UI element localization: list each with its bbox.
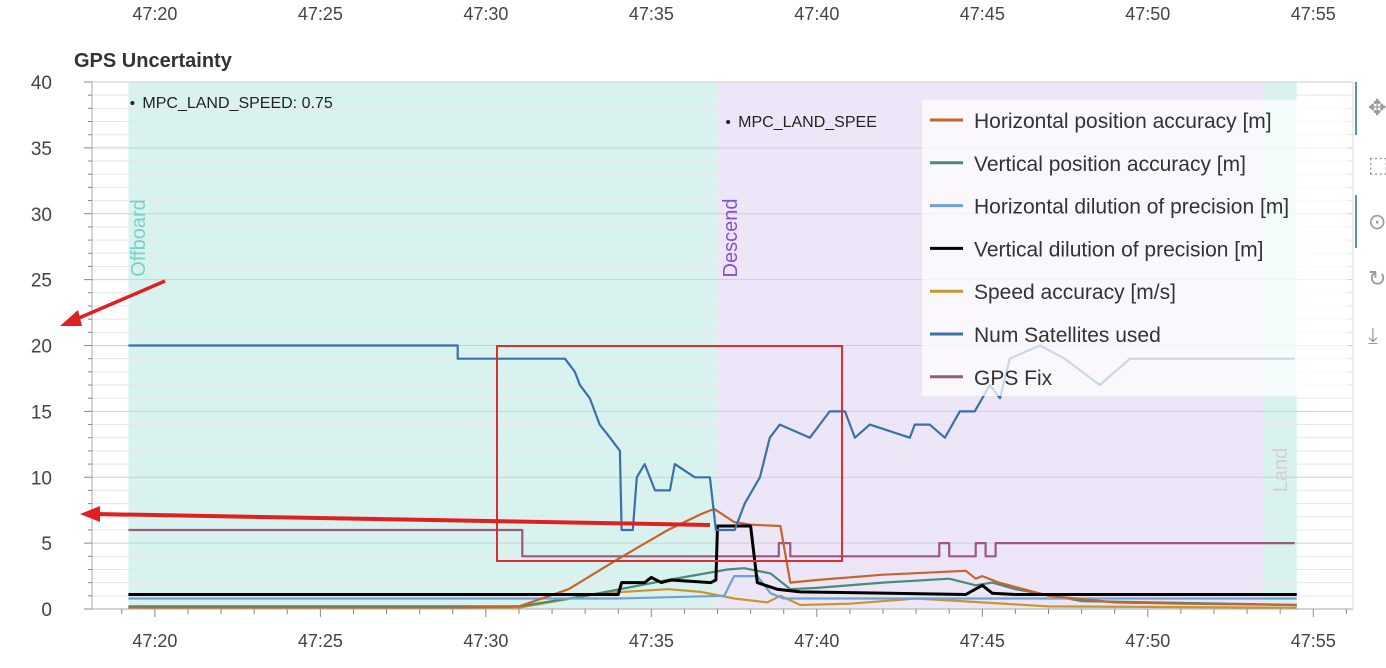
flight-mode-label: Land xyxy=(1270,448,1292,493)
annotation-marker xyxy=(130,101,135,105)
legend-label: Speed accuracy [m/s] xyxy=(974,281,1176,304)
top-x-tick-label: 47:50 xyxy=(1125,4,1170,24)
wheel-zoom-icon[interactable]: ⊙ xyxy=(1368,209,1386,234)
y-tick-label: 35 xyxy=(31,139,52,160)
parameter-annotations: MPC_LAND_SPEED: 0.75 MPC_LAND_SPEE xyxy=(130,95,877,131)
box-zoom-icon[interactable]: ⬚ xyxy=(1368,152,1386,177)
series-line-speed-accuracy-m-s xyxy=(128,588,1297,609)
axes: 0 5 10 15 20 25 30 35 40 47:20 47:25 47:30 47:35 47:4… xyxy=(31,73,1354,651)
chart-title: GPS Uncertainty xyxy=(74,50,233,72)
annotation-marker xyxy=(726,120,731,124)
legend-item[interactable]: Horizontal dilution of precision [m] xyxy=(930,196,1289,219)
top-x-tick-label: 47:40 xyxy=(794,4,839,24)
pan-icon[interactable]: ✥ xyxy=(1368,95,1386,120)
x-tick-label: 47:20 xyxy=(132,631,177,651)
x-tick-label: 47:25 xyxy=(298,631,343,651)
flight-mode-label: Descend xyxy=(720,199,742,278)
y-tick-label: 10 xyxy=(31,468,52,489)
annotation-text: MPC_LAND_SPEE xyxy=(738,114,877,131)
flight-mode-label: Offboard xyxy=(128,199,150,276)
legend-item[interactable]: Vertical dilution of precision [m] xyxy=(930,238,1263,261)
y-tick-label: 5 xyxy=(41,534,52,555)
y-tick-label: 15 xyxy=(31,402,52,423)
x-tick-label: 47:40 xyxy=(794,631,839,651)
series-line-vertical-position-accuracy-m xyxy=(128,567,1297,608)
legend-item[interactable]: Speed accuracy [m/s] xyxy=(930,281,1176,304)
legend-label: Horizontal position accuracy [m] xyxy=(974,110,1272,133)
y-tick-label: 25 xyxy=(31,271,52,292)
x-tick-label: 47:55 xyxy=(1291,631,1336,651)
top-x-tick-label: 47:20 xyxy=(132,4,177,24)
highlight-rectangle xyxy=(496,345,843,562)
legend-label: Num Satellites used xyxy=(974,324,1161,347)
y-tick-label: 20 xyxy=(31,337,52,358)
annotation-text: MPC_LAND_SPEED: 0.75 xyxy=(142,95,332,112)
top-x-tick-label: 47:55 xyxy=(1291,4,1336,24)
legend-item[interactable]: Horizontal position accuracy [m] xyxy=(930,110,1272,133)
y-tick-label: 0 xyxy=(41,600,52,621)
red-arrow-upper xyxy=(60,279,166,326)
legend-label: GPS Fix xyxy=(974,367,1053,390)
legend-label: Vertical position accuracy [m] xyxy=(974,153,1246,176)
top-x-axis: 47:20 47:25 47:30 47:35 47:40 47:45 47:50 47:55 xyxy=(132,4,1335,24)
x-tick-label: 47:30 xyxy=(463,631,508,651)
y-tick-label: 40 xyxy=(31,73,52,94)
top-x-tick-label: 47:35 xyxy=(629,4,674,24)
red-arrow-lower xyxy=(80,506,711,527)
legend-item[interactable]: GPS Fix xyxy=(930,367,1053,390)
legend-label: Horizontal dilution of precision [m] xyxy=(974,196,1289,219)
legend-background xyxy=(922,100,1347,396)
reset-icon[interactable]: ↻ xyxy=(1368,266,1386,291)
legend-item[interactable]: Num Satellites used xyxy=(930,324,1161,347)
toolbar: ✥ ⬚ ⊙ ↻ ⤓ xyxy=(1355,82,1386,348)
series-line-horizontal-position-accuracy-m xyxy=(128,507,1297,609)
series-line-gps-fix xyxy=(128,528,1295,558)
legend-item[interactable]: Vertical position accuracy [m] xyxy=(930,153,1246,176)
series-line-vertical-dilution-of-precision-m xyxy=(128,524,1297,596)
x-tick-label: 47:35 xyxy=(629,631,674,651)
flight-mode-labels: Offboard Descend Land xyxy=(128,199,1292,493)
legend: Horizontal position accuracy [m] Vertical… xyxy=(922,100,1347,396)
series-line-horizontal-dilution-of-precision-m xyxy=(128,575,1297,600)
top-x-tick-label: 47:45 xyxy=(960,4,1005,24)
legend-label: Vertical dilution of precision [m] xyxy=(974,238,1263,261)
x-tick-label: 47:45 xyxy=(960,631,1005,651)
x-tick-label: 47:50 xyxy=(1125,631,1170,651)
save-icon[interactable]: ⤓ xyxy=(1368,323,1378,348)
y-tick-label: 30 xyxy=(31,205,52,226)
top-x-tick-label: 47:30 xyxy=(463,4,508,24)
top-x-tick-label: 47:25 xyxy=(298,4,343,24)
